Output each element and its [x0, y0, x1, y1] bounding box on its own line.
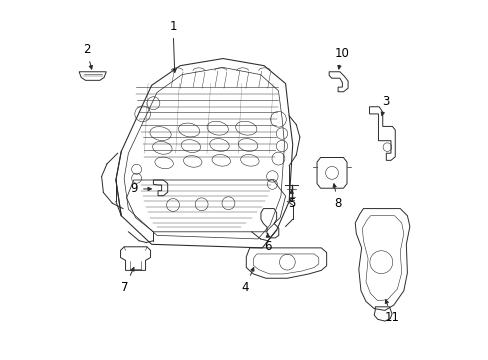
Text: 1: 1 [169, 20, 177, 73]
Text: 3: 3 [380, 95, 388, 116]
Text: 5: 5 [287, 190, 295, 210]
Text: 6: 6 [264, 234, 271, 253]
Text: 11: 11 [384, 300, 398, 324]
Text: 2: 2 [82, 43, 92, 69]
Text: 8: 8 [332, 184, 341, 210]
Text: 9: 9 [130, 183, 151, 195]
Text: 4: 4 [242, 267, 253, 294]
Text: 7: 7 [121, 267, 134, 294]
Text: 10: 10 [333, 47, 348, 69]
